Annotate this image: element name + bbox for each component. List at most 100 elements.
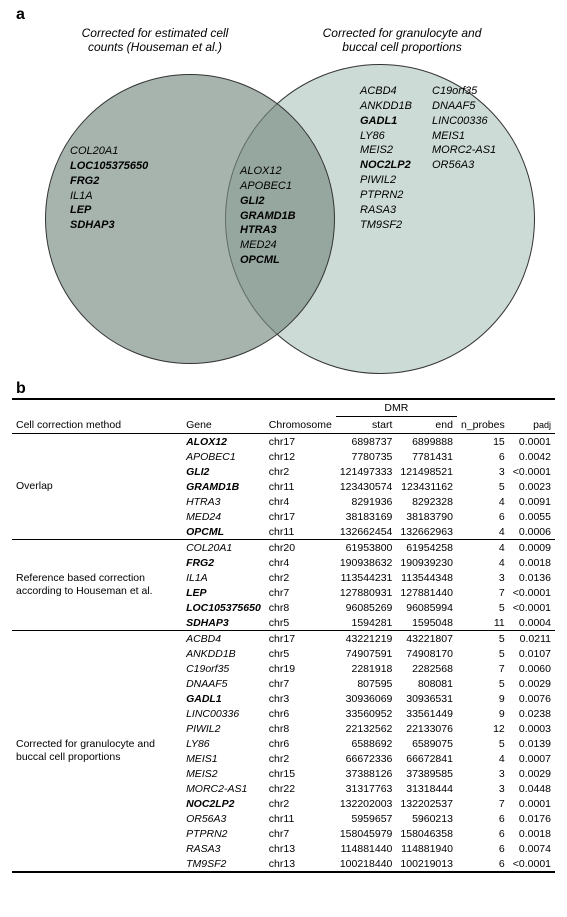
table-group-houseman: Reference based correction according to …	[12, 540, 555, 631]
padj-cell: 0.0009	[509, 540, 555, 556]
gene-label: APOBEC1	[240, 179, 340, 194]
venn-left-only-list: COL20A1LOC105375650FRG2IL1ALEPSDHAP3	[70, 144, 210, 233]
start-cell: 132202003	[336, 796, 397, 811]
gene-label: OPCML	[240, 253, 340, 268]
gene-label: OR56A3	[432, 158, 512, 173]
gene-cell: GLI2	[182, 464, 265, 479]
venn-left-title-l1: Corrected for estimated cell	[82, 26, 229, 40]
gene-label: MORC2-AS1	[432, 143, 512, 158]
gene-cell: OR56A3	[182, 811, 265, 826]
start-cell: 74907591	[336, 646, 397, 661]
padj-cell: 0.0029	[509, 676, 555, 691]
end-cell: 96085994	[396, 600, 457, 615]
gene-cell: APOBEC1	[182, 449, 265, 464]
dmr-table: Cell correction method Gene Chromosome D…	[12, 398, 555, 873]
end-cell: 33561449	[396, 706, 457, 721]
end-cell: 74908170	[396, 646, 457, 661]
venn-overlap-list: ALOX12APOBEC1GLI2GRAMD1BHTRA3MED24OPCML	[240, 164, 340, 268]
gene-cell: GADL1	[182, 691, 265, 706]
end-cell: 43221807	[396, 631, 457, 647]
nprobes-cell: 5	[457, 631, 509, 647]
gene-label: MEIS2	[360, 143, 432, 158]
nprobes-cell: 4	[457, 555, 509, 570]
chrom-cell: chr17	[265, 509, 336, 524]
start-cell: 31317763	[336, 781, 397, 796]
th-nprobes: n_probes	[457, 399, 509, 434]
chrom-cell: chr22	[265, 781, 336, 796]
padj-cell: 0.0136	[509, 570, 555, 585]
gene-label: SDHAP3	[70, 218, 210, 233]
chrom-cell: chr2	[265, 464, 336, 479]
nprobes-cell: 3	[457, 766, 509, 781]
chrom-cell: chr17	[265, 434, 336, 450]
start-cell: 123430574	[336, 479, 397, 494]
method-cell: Corrected for granulocyte and buccal cel…	[12, 631, 182, 873]
nprobes-cell: 9	[457, 691, 509, 706]
start-cell: 132662454	[336, 524, 397, 540]
padj-cell: 0.0029	[509, 766, 555, 781]
nprobes-cell: 6	[457, 856, 509, 872]
end-cell: 123431162	[396, 479, 457, 494]
start-cell: 43221219	[336, 631, 397, 647]
gene-label: TM9SF2	[360, 218, 432, 233]
nprobes-cell: 4	[457, 751, 509, 766]
chrom-cell: chr5	[265, 646, 336, 661]
gene-label: MEIS1	[432, 129, 512, 144]
chrom-cell: chr13	[265, 841, 336, 856]
gene-cell: ALOX12	[182, 434, 265, 450]
start-cell: 96085269	[336, 600, 397, 615]
end-cell: 121498521	[396, 464, 457, 479]
padj-cell: 0.0001	[509, 434, 555, 450]
gene-label: ANKDD1B	[360, 99, 432, 114]
gene-label: ALOX12	[240, 164, 340, 179]
chrom-cell: chr11	[265, 524, 336, 540]
padj-cell: <0.0001	[509, 856, 555, 872]
venn-diagram: Corrected for estimated cell counts (Hou…	[0, 24, 567, 374]
chrom-cell: chr3	[265, 691, 336, 706]
end-cell: 113544348	[396, 570, 457, 585]
end-cell: 2282568	[396, 661, 457, 676]
start-cell: 5959657	[336, 811, 397, 826]
padj-cell: 0.0001	[509, 796, 555, 811]
padj-cell: 0.0107	[509, 646, 555, 661]
gene-label: MED24	[240, 238, 340, 253]
table-header: Cell correction method Gene Chromosome D…	[12, 399, 555, 434]
padj-cell: 0.0007	[509, 751, 555, 766]
venn-left-title: Corrected for estimated cell counts (Hou…	[55, 26, 255, 55]
padj-cell: 0.0448	[509, 781, 555, 796]
end-cell: 190939230	[396, 555, 457, 570]
padj-cell: 0.0003	[509, 721, 555, 736]
gene-cell: NOC2LP2	[182, 796, 265, 811]
gene-cell: MED24	[182, 509, 265, 524]
nprobes-cell: 4	[457, 524, 509, 540]
padj-cell: 0.0211	[509, 631, 555, 647]
padj-cell: 0.0091	[509, 494, 555, 509]
padj-cell: <0.0001	[509, 600, 555, 615]
start-cell: 6588692	[336, 736, 397, 751]
start-cell: 113544231	[336, 570, 397, 585]
padj-cell: <0.0001	[509, 464, 555, 479]
padj-cell: 0.0006	[509, 524, 555, 540]
start-cell: 33560952	[336, 706, 397, 721]
padj-cell: 0.0055	[509, 509, 555, 524]
gene-label: RASA3	[360, 203, 432, 218]
end-cell: 132202537	[396, 796, 457, 811]
table-group-overlap: OverlapALOX12chr1768987376899888150.0001…	[12, 434, 555, 540]
nprobes-cell: 6	[457, 509, 509, 524]
gene-cell: PTPRN2	[182, 826, 265, 841]
padj-cell: 0.0074	[509, 841, 555, 856]
nprobes-cell: 15	[457, 434, 509, 450]
table-group-granulocyte: Corrected for granulocyte and buccal cel…	[12, 631, 555, 873]
venn-right-title-l2: buccal cell proportions	[342, 40, 461, 54]
gene-cell: OPCML	[182, 524, 265, 540]
end-cell: 158046358	[396, 826, 457, 841]
end-cell: 132662963	[396, 524, 457, 540]
nprobes-cell: 5	[457, 646, 509, 661]
nprobes-cell: 3	[457, 570, 509, 585]
chrom-cell: chr11	[265, 811, 336, 826]
gene-label: PTPRN2	[360, 188, 432, 203]
gene-cell: LOC105375650	[182, 600, 265, 615]
nprobes-cell: 6	[457, 449, 509, 464]
gene-label: LEP	[70, 203, 210, 218]
nprobes-cell: 4	[457, 540, 509, 556]
